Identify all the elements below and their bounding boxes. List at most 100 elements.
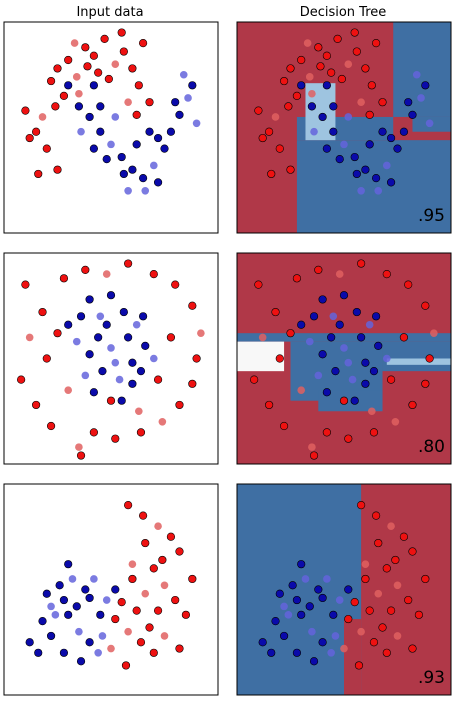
point-blue-class [175,110,184,119]
point-red-class [421,379,430,388]
point-red-class [365,606,374,615]
point-blue-class [59,595,69,605]
point-blue-class [267,648,276,657]
point-blue-class [372,174,381,183]
decision-region-blue [296,140,451,233]
point-blue-class [96,102,105,111]
accuracy-score: .95 [418,206,445,226]
point-red-class [21,106,30,115]
point-red-class [265,400,274,410]
point-red-class [124,259,133,268]
point-blue-class [119,307,128,317]
point-blue-class [96,610,105,619]
point-red-class [344,614,353,624]
point-red-class [284,102,293,111]
point-blue-class [305,602,314,611]
point-red-class [42,144,51,153]
point-blue-class [77,127,85,136]
point-red-class [160,632,169,640]
point-blue-class [329,102,338,111]
point-red-class [333,34,342,43]
point-blue-class [425,119,434,128]
point-red-class [337,74,346,84]
point-red-class [166,333,176,342]
point-red-class [158,418,167,426]
point-blue-class [166,127,176,136]
point-red-class [378,98,387,107]
point-blue-class [340,344,348,352]
point-red-class [128,574,137,584]
point-blue-class [279,631,289,641]
point-red-class [175,547,184,556]
point-red-class [386,606,396,615]
point-red-class [42,354,51,363]
point-red-class [305,73,314,81]
point-blue-class [408,110,417,119]
point-red-class [75,443,83,451]
point-blue-class [335,596,344,604]
point-red-class [25,333,34,342]
point-blue-class [171,98,180,107]
point-blue-class [335,320,344,329]
point-blue-class [38,617,47,626]
point-red-class [258,333,267,342]
point-red-class [408,547,417,556]
point-red-class [271,307,280,317]
point-red-class [322,51,331,60]
point-blue-class [153,178,163,187]
point-red-class [292,91,302,100]
axes-frame [236,21,452,234]
point-red-class [38,307,47,317]
point-red-class [309,451,319,460]
axes-frame [3,21,219,234]
point-red-class [430,329,438,337]
point-red-class [369,638,379,647]
point-red-class [38,113,47,121]
point-blue-class [372,312,381,321]
axes-frame [3,483,219,696]
point-blue-class [94,649,102,657]
point-blue-class [188,81,197,90]
point-red-class [145,98,154,107]
point-red-class [365,110,374,119]
point-red-class [104,74,113,84]
point-red-class [361,574,370,584]
point-red-class [175,400,184,410]
point-red-class [357,501,366,510]
point-red-class [46,76,56,86]
point-blue-class [128,379,137,388]
accuracy-score: .93 [418,668,445,688]
point-red-class [382,270,391,279]
point-blue-class [399,127,409,136]
decision-region-light-blue [386,358,451,365]
column-title-input: Input data [76,5,143,20]
point-blue-class [352,307,361,317]
axes-frame [236,252,452,465]
panel-moons-tree: .95 [236,21,452,234]
point-blue-class [322,388,331,397]
point-red-class [181,610,190,619]
point-red-class [254,280,263,289]
point-blue-class [350,396,359,405]
point-blue-class [75,627,83,636]
point-red-class [149,648,158,657]
point-blue-class [184,94,192,102]
point-blue-class [89,81,98,90]
panel-circles-tree: .80 [236,252,452,465]
point-red-class [153,606,163,615]
point-red-class [404,280,413,289]
point-red-class [34,169,43,179]
point-red-class [31,127,41,136]
point-blue-class [374,341,383,350]
point-blue-class [72,602,81,611]
point-red-class [350,28,359,37]
point-red-class [53,165,62,174]
point-blue-class [128,358,137,367]
point-red-class [404,595,413,605]
point-blue-class [117,396,126,405]
point-blue-class [94,333,103,342]
point-blue-class [111,585,120,594]
point-red-class [354,661,364,670]
point-blue-class [412,70,421,79]
point-blue-class [417,94,425,102]
